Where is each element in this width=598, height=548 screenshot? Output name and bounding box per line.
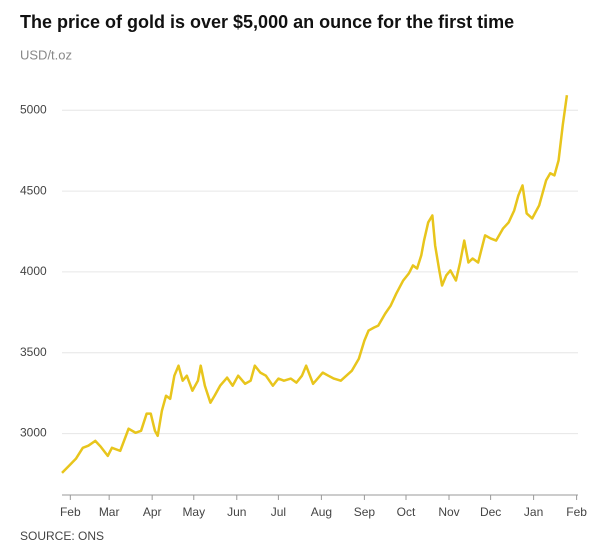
x-tick-label: Nov xyxy=(438,505,459,519)
x-tick-label: Apr xyxy=(143,505,162,519)
source: SOURCE: ONS xyxy=(20,529,104,543)
x-tick-label: Jan xyxy=(524,505,543,519)
x-tick-label: Jul xyxy=(271,505,286,519)
x-tick-label: Dec xyxy=(480,505,501,519)
x-tick-label: Sep xyxy=(354,505,376,519)
y-tick-label: 4000 xyxy=(20,264,47,278)
x-tick-label: Feb xyxy=(60,505,81,519)
y-tick-label: 4500 xyxy=(20,183,47,197)
price-line xyxy=(61,95,569,474)
y-tick-label: 3000 xyxy=(20,426,47,440)
x-tick-label: Aug xyxy=(311,505,332,519)
y-tick-label: 5000 xyxy=(20,102,47,116)
x-tick-label: Jun xyxy=(227,505,246,519)
x-tick-label: Oct xyxy=(397,505,416,519)
chart-subtitle: USD/t.oz xyxy=(20,47,72,62)
x-tick-label: May xyxy=(182,505,205,519)
x-tick-label: Feb xyxy=(566,505,587,519)
x-tick-label: Mar xyxy=(99,505,120,519)
y-tick-label: 3500 xyxy=(20,345,47,359)
chart-title: The price of gold is over $5,000 an ounc… xyxy=(20,12,514,32)
